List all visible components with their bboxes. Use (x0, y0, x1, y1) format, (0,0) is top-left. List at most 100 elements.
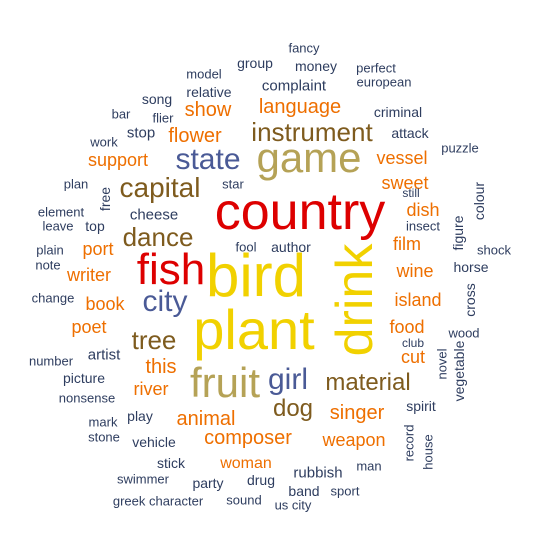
word-port: port (82, 239, 114, 259)
word-party: party (192, 475, 224, 491)
word-colour: colour (471, 181, 487, 221)
word-stick: stick (157, 455, 185, 471)
word-group: group (237, 55, 273, 71)
word-river: river (133, 379, 169, 399)
word-song: song (141, 91, 173, 107)
word-fish: fish (136, 245, 206, 294)
word-european: european (356, 74, 412, 90)
word-relative: relative (186, 84, 232, 100)
word-insect: insect (406, 218, 440, 234)
word-vehicle: vehicle (132, 434, 176, 450)
word-figure: figure (450, 215, 466, 251)
word-dish: dish (406, 200, 440, 220)
word-stone: stone (88, 429, 120, 445)
word-instrument: instrument (251, 117, 373, 147)
word-work: work (90, 134, 118, 150)
word-rubbish: rubbish (293, 464, 343, 482)
word-material: material (325, 369, 411, 396)
word-woman: woman (220, 455, 272, 472)
word-drink: drink (326, 243, 384, 357)
word-book: book (85, 294, 125, 314)
word-island: island (394, 290, 442, 310)
word-fool: fool (235, 239, 257, 255)
word-flower: flower (168, 125, 222, 147)
word-shock: shock (477, 242, 511, 258)
word-wine: wine (396, 261, 434, 281)
word-perfect: perfect (356, 60, 396, 76)
word-dance: dance (122, 222, 194, 252)
word-mark: mark (88, 414, 118, 430)
word-us-city: us city (274, 497, 312, 513)
word-vessel: vessel (376, 148, 428, 168)
word-complaint: complaint (261, 77, 327, 95)
word-model: model (186, 66, 222, 82)
word-picture: picture (62, 370, 106, 386)
word-change: change (31, 290, 75, 306)
word-horse: horse (453, 259, 489, 275)
word-poet: poet (71, 317, 107, 337)
word-girl: girl (267, 363, 309, 396)
word-capital: capital (119, 172, 201, 203)
word-bird: bird (205, 242, 307, 309)
word-fruit: fruit (189, 359, 261, 406)
word-artist: artist (87, 346, 121, 364)
word-nonsense: nonsense (58, 390, 116, 406)
word-country: country (214, 183, 386, 241)
word-money: money (294, 58, 338, 74)
word-novel: novel (434, 348, 450, 380)
word-plan: plan (63, 176, 89, 192)
word-dog: dog (272, 395, 314, 422)
word-free: free (97, 186, 113, 212)
word-writer: writer (67, 265, 111, 285)
word-element: element (37, 204, 85, 220)
word-flier: flier (152, 110, 174, 126)
word-play: play (127, 408, 153, 424)
word-plain: plain (36, 242, 64, 258)
word-game: game (256, 134, 362, 181)
word-man: man (356, 458, 382, 474)
word-food: food (389, 317, 425, 337)
word-this: this (145, 356, 177, 378)
word-vegetable: vegetable (451, 340, 467, 402)
word-state: state (175, 143, 241, 176)
word-singer: singer (329, 402, 385, 424)
word-support: support (87, 150, 149, 170)
word-film: film (393, 234, 421, 254)
word-top: top (85, 218, 105, 234)
word-swimmer: swimmer (117, 471, 169, 487)
word-language: language (258, 96, 342, 118)
word-spirit: spirit (406, 398, 436, 414)
word-leave: leave (42, 218, 74, 234)
word-greek-character: greek character (112, 493, 204, 509)
word-criminal: criminal (373, 104, 423, 120)
word-animal: animal (176, 408, 236, 430)
word-club: club (401, 336, 425, 350)
word-plant: plant (193, 298, 315, 361)
word-sound: sound (226, 492, 262, 508)
word-stop: stop (126, 124, 156, 142)
word-star: star (222, 176, 244, 192)
word-number: number (28, 353, 74, 369)
word-sport: sport (330, 483, 360, 499)
word-show: show (184, 99, 232, 121)
word-sweet: sweet (381, 173, 429, 193)
word-cut: cut (400, 347, 426, 367)
word-band: band (288, 483, 320, 499)
word-note: note (35, 257, 61, 273)
word-still: still (402, 186, 420, 200)
word-puzzle: puzzle (441, 140, 479, 156)
word-bar: bar (111, 106, 131, 122)
word-drug: drug (246, 472, 276, 488)
word-attack: attack (391, 125, 429, 141)
word-composer: composer (204, 427, 292, 449)
word-author: author (271, 239, 311, 255)
word-weapon: weapon (322, 430, 386, 450)
word-record: record (401, 424, 417, 462)
word-cross: cross (462, 283, 478, 317)
word-cheese: cheese (129, 206, 179, 224)
word-city: city (142, 285, 188, 318)
word-fancy: fancy (288, 40, 320, 56)
word-house: house (420, 434, 436, 470)
word-wood: wood (448, 325, 480, 341)
